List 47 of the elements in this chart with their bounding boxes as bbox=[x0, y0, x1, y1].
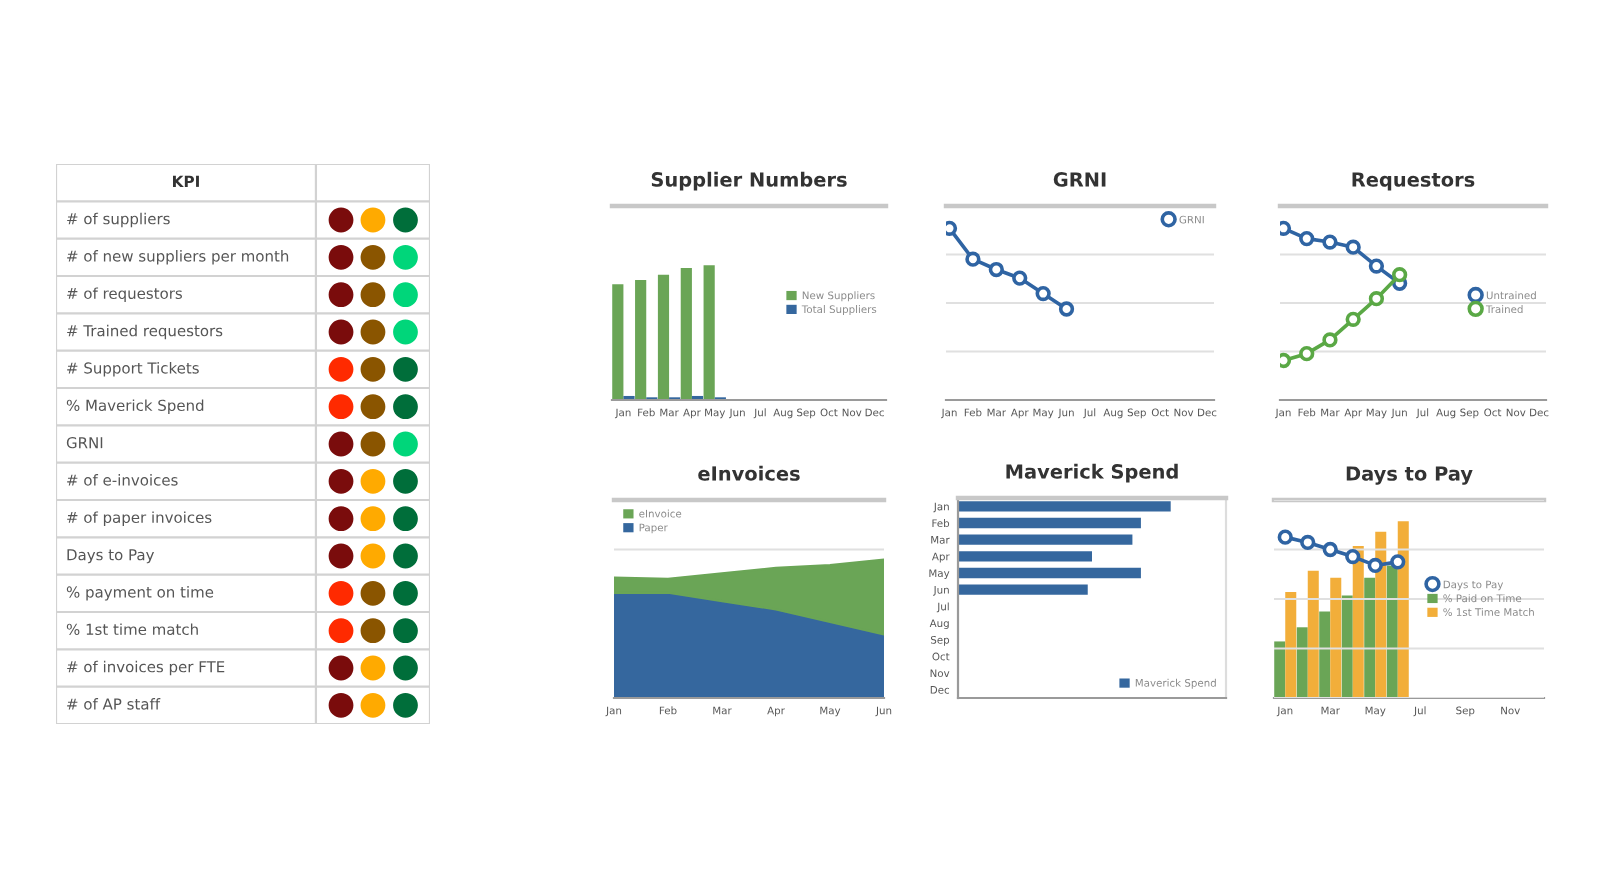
bar bbox=[1330, 577, 1342, 698]
bar bbox=[1319, 611, 1331, 698]
bar bbox=[958, 567, 1141, 579]
point bbox=[1322, 541, 1338, 558]
point bbox=[1392, 267, 1408, 283]
bar bbox=[958, 551, 1092, 562]
point bbox=[1345, 311, 1361, 327]
point bbox=[1345, 239, 1361, 255]
point bbox=[1299, 230, 1315, 247]
point bbox=[1390, 554, 1406, 570]
bar bbox=[1386, 565, 1398, 698]
point bbox=[1345, 548, 1361, 565]
chart-title: GRNI bbox=[1053, 172, 1106, 187]
bar bbox=[958, 501, 1171, 512]
point bbox=[965, 251, 981, 267]
point bbox=[1058, 301, 1075, 317]
point bbox=[1322, 234, 1338, 250]
bar bbox=[635, 280, 647, 400]
chart-title: Maverick Spend bbox=[1006, 463, 1178, 483]
chart-title: Requestors bbox=[1352, 172, 1475, 191]
bar bbox=[1285, 591, 1297, 698]
point bbox=[1012, 270, 1028, 286]
bar bbox=[657, 274, 670, 400]
chart-title: Supplier Numbers bbox=[651, 171, 847, 191]
chart-title: eInvoices bbox=[698, 465, 800, 481]
point bbox=[1322, 332, 1338, 348]
point bbox=[988, 261, 1004, 278]
bar bbox=[612, 284, 624, 400]
point bbox=[1368, 258, 1385, 274]
point bbox=[1299, 346, 1315, 362]
bar bbox=[958, 517, 1141, 529]
bar bbox=[1397, 521, 1409, 698]
bar bbox=[1341, 595, 1353, 698]
point bbox=[1277, 529, 1293, 545]
bar bbox=[703, 265, 715, 400]
chart-title: Days to Pay bbox=[1346, 466, 1473, 485]
point bbox=[1300, 534, 1316, 551]
bar bbox=[1296, 627, 1308, 698]
point bbox=[1368, 291, 1385, 307]
bar bbox=[1364, 577, 1376, 698]
point bbox=[1035, 285, 1051, 302]
bar bbox=[1274, 641, 1286, 698]
bar bbox=[1307, 570, 1319, 698]
point bbox=[1367, 557, 1383, 574]
bar bbox=[958, 534, 1133, 545]
bar bbox=[680, 267, 692, 400]
bar bbox=[958, 584, 1088, 595]
